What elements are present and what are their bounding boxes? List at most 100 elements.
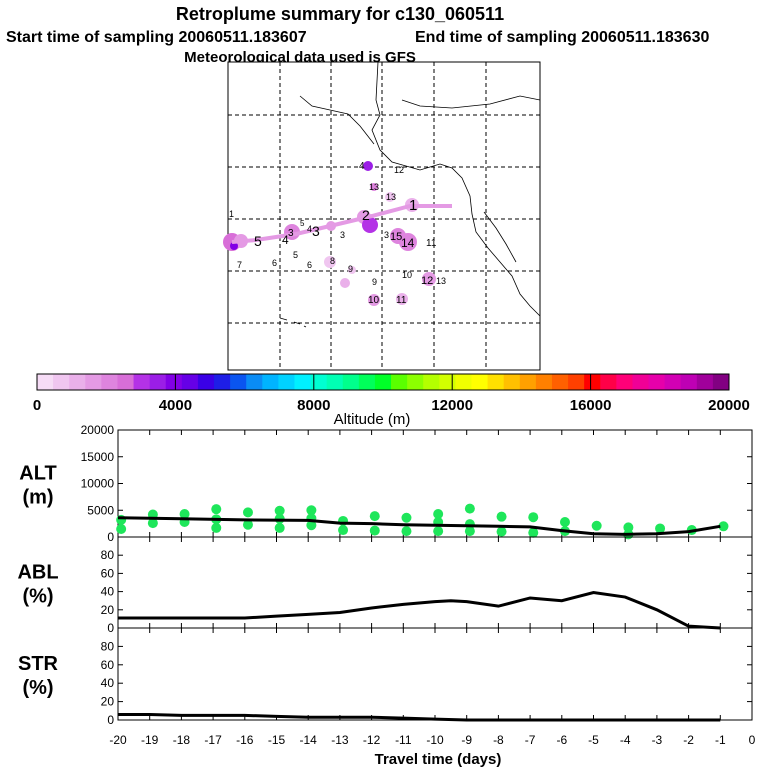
plume-day-label: 6 xyxy=(272,258,277,268)
y-tick-label: 80 xyxy=(101,548,115,562)
colorbar-swatch xyxy=(471,374,489,390)
panel-ylabel-unit: (m) xyxy=(22,487,53,509)
y-tick-label: 40 xyxy=(101,585,115,599)
colorbar-swatch xyxy=(310,374,328,390)
colorbar-swatch xyxy=(326,374,344,390)
plume-day-label: 3 xyxy=(340,230,345,240)
colorbar-swatch xyxy=(423,374,440,390)
colorbar-swatch xyxy=(551,374,569,390)
colorbar-swatch xyxy=(519,374,537,390)
x-tick-label: -15 xyxy=(268,733,286,747)
alt-point xyxy=(528,512,539,523)
coastline xyxy=(279,61,541,328)
plume-day-label: 12 xyxy=(421,275,433,287)
plume-median-track xyxy=(231,204,452,244)
colorbar-swatch xyxy=(503,374,521,390)
plume-day-label: 9 xyxy=(348,264,353,274)
y-tick-label: 20000 xyxy=(81,423,115,437)
alt-point xyxy=(464,503,475,514)
x-tick-label: -19 xyxy=(141,733,159,747)
plume-day-label: 3 xyxy=(384,230,389,240)
y-tick-label: 60 xyxy=(101,566,115,580)
alt-point xyxy=(211,504,222,515)
alt-point xyxy=(433,526,444,537)
plume-day-label: 7 xyxy=(237,260,242,270)
plume-day-label: 13 xyxy=(369,182,379,192)
plume-day-label: 9 xyxy=(372,277,377,287)
alt-point xyxy=(274,505,285,516)
colorbar-swatch xyxy=(455,374,473,390)
x-tick-label: -13 xyxy=(331,733,349,747)
plume-dot xyxy=(396,293,408,305)
alt-point xyxy=(211,522,222,533)
panel-ylabel-unit: (%) xyxy=(22,677,53,699)
colorbar-frame xyxy=(36,373,730,391)
x-tick-label: -7 xyxy=(525,733,536,747)
time-series-panels: 05000100001500020000ALT(m)020406080ABL(%… xyxy=(17,423,755,747)
colorbar-swatch xyxy=(246,374,263,390)
end-time-label: End time of sampling 20060511.183630 xyxy=(415,29,709,46)
colorbar-swatch xyxy=(278,374,295,390)
panel-frame xyxy=(117,627,753,721)
plume-dot xyxy=(340,278,350,288)
alt-point xyxy=(369,525,380,536)
alt-point xyxy=(306,505,317,516)
colorbar-swatch xyxy=(632,374,650,390)
colorbar-swatch xyxy=(648,374,666,390)
plume-day-label: 5 xyxy=(300,219,305,228)
x-tick-label: -6 xyxy=(556,733,567,747)
colorbar-swatch xyxy=(680,374,698,390)
plume-day-label: 14 xyxy=(401,236,415,250)
plume-dot xyxy=(348,266,356,274)
x-tick-label: -3 xyxy=(652,733,663,747)
x-tick-label: -12 xyxy=(363,733,381,747)
colorbar-swatch xyxy=(101,374,118,390)
colorbar-swatch xyxy=(374,374,392,390)
alt-point xyxy=(242,507,253,518)
x-tick-label: -16 xyxy=(236,733,254,747)
colorbar-swatch xyxy=(600,374,617,390)
colorbar-swatch xyxy=(664,374,682,390)
x-tick-label: -20 xyxy=(109,733,127,747)
x-axis-label: Travel time (days) xyxy=(375,751,502,768)
x-tick-label: -5 xyxy=(588,733,599,747)
colorbar-swatch xyxy=(69,374,86,390)
colorbar-swatch xyxy=(214,374,231,390)
alt-point xyxy=(559,517,570,528)
alt-point xyxy=(591,520,602,531)
colorbar-swatch xyxy=(230,374,247,390)
alt-point xyxy=(623,522,634,533)
colorbar-swatch xyxy=(391,374,408,390)
alt-point xyxy=(655,523,666,534)
str-line xyxy=(118,712,721,722)
abl-line xyxy=(118,590,721,630)
colorbar-swatch xyxy=(439,374,456,390)
colorbar-swatch xyxy=(616,374,633,390)
alt-point xyxy=(496,526,507,537)
colorbar-tick-label: 4000 xyxy=(159,397,192,414)
colorbar-swatch xyxy=(696,374,714,390)
colorbar-swatch xyxy=(487,374,505,390)
plume-day-label: 4 xyxy=(282,233,289,247)
plume-day-label: 5 xyxy=(254,233,262,249)
plume-dot xyxy=(422,272,436,286)
alt-point xyxy=(718,521,729,532)
alt-point xyxy=(306,520,317,531)
alt-point xyxy=(464,526,475,537)
plume-day-label: 3 xyxy=(288,228,294,239)
plume-day-label: 2 xyxy=(362,207,370,223)
alt-point xyxy=(147,518,158,529)
colorbar-swatch xyxy=(712,374,730,390)
colorbar-tick-label: 0 xyxy=(33,397,41,414)
y-tick-label: 0 xyxy=(107,713,114,727)
colorbar-swatch xyxy=(535,374,553,390)
colorbar-swatch xyxy=(584,374,601,390)
x-tick-label: -18 xyxy=(173,733,191,747)
panel-frame xyxy=(117,536,753,629)
colorbar-swatch xyxy=(342,374,360,390)
panel-ylabel: ALT xyxy=(19,463,56,485)
plume-day-label: 3 xyxy=(312,223,320,239)
